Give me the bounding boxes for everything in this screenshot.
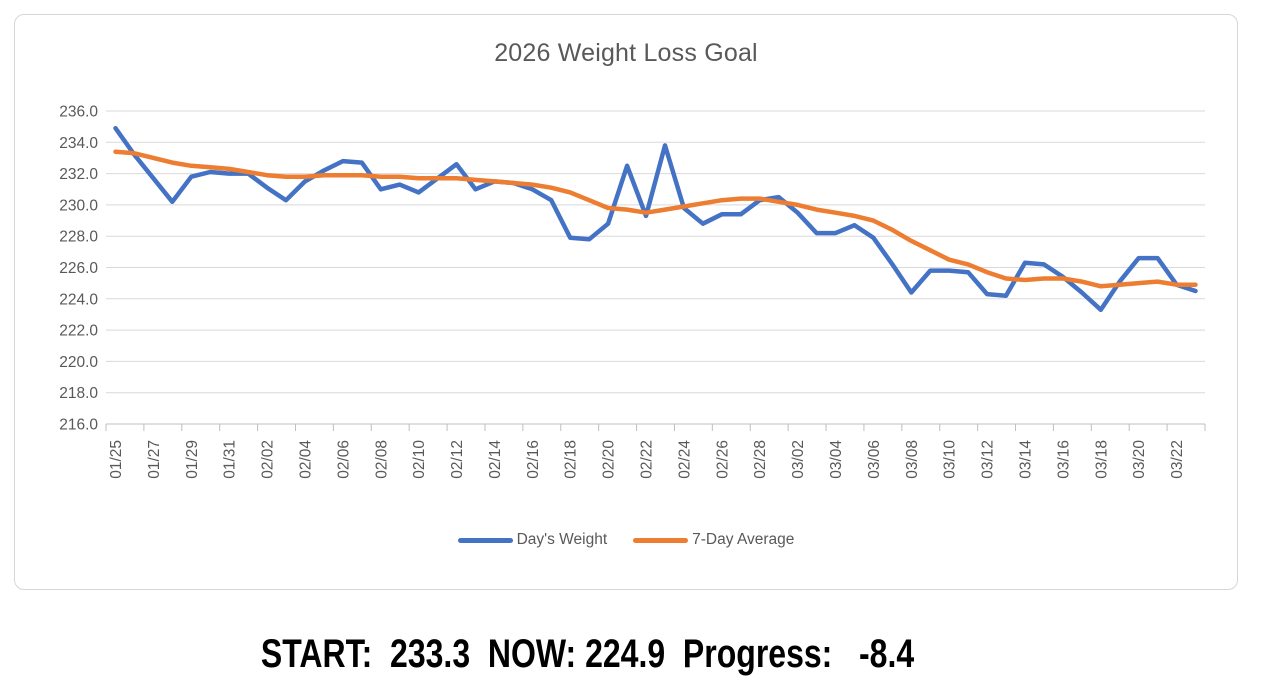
x-axis-tick-label: 03/02 [790, 440, 807, 479]
x-axis-tick-label: 03/10 [942, 440, 959, 479]
chart-plot: 236.0 234.0 232.0 230.0 228.0 226.0 224.0 222.0… [59, 104, 1206, 479]
y-axis-tick-label: 216.0 [59, 417, 98, 434]
y-axis-tick-label: 222.0 [59, 323, 98, 340]
x-axis-tick-label: 02/28 [752, 440, 769, 479]
y-axis-tick-label: 224.0 [59, 291, 98, 308]
y-axis-tick-label: 234.0 [59, 135, 98, 152]
x-axis-tick-label: 01/31 [222, 440, 239, 479]
x-axis-tick-label: 03/08 [904, 440, 921, 479]
x-axis-tick-label: 03/14 [1018, 440, 1035, 479]
y-axis-tick-label: 226.0 [59, 260, 98, 277]
x-axis-tick-label: 03/20 [1131, 440, 1148, 479]
status-line: START: 233.3 NOW: 224.9 Progress: -8.4 [260, 632, 915, 676]
x-axis-tick-label: 03/04 [828, 440, 845, 479]
y-axis-tick-label: 218.0 [59, 385, 98, 402]
x-axis-tick-label: 02/22 [639, 440, 656, 479]
y-axis-tick-label: 232.0 [59, 166, 98, 183]
x-axis-tick-label: 02/14 [487, 440, 504, 479]
x-axis-tick-label: 02/06 [335, 440, 352, 479]
legend-label-7-day-average: 7-Day Average [692, 531, 795, 548]
x-axis-tick-label: 02/18 [563, 440, 580, 479]
x-axis-tick-label: 03/12 [980, 440, 997, 479]
x-axis-tick-label: 02/12 [449, 440, 466, 479]
x-axis-tick-label: 02/24 [676, 440, 693, 479]
y-axis-tick-label: 220.0 [59, 354, 98, 371]
x-axis-tick-label: 01/27 [146, 440, 163, 479]
legend: Day's Weight 7-Day Average [15, 531, 1237, 549]
x-axis-tick-label: 02/08 [373, 440, 390, 479]
series-line-day-s-weight [113, 125, 1198, 313]
legend-item-7-day-average: 7-Day Average [633, 531, 794, 549]
x-axis-tick-label: 03/18 [1093, 440, 1110, 479]
chart-title: 2026 Weight Loss Goal [494, 39, 758, 67]
x-axis-tick-label: 01/25 [108, 440, 125, 479]
x-axis-tick-label: 02/10 [411, 440, 428, 479]
y-axis-tick-label: 228.0 [59, 229, 98, 246]
x-axis-tick-label: 02/20 [601, 440, 618, 479]
legend-label-days-weight: Day's Weight [516, 531, 608, 548]
chart-frame: 236.0 234.0 232.0 230.0 228.0 226.0 224.0 222.0… [14, 14, 1238, 590]
legend-swatch-days-weight [457, 537, 513, 543]
legend-swatch-7-day-average [633, 537, 689, 543]
series-line-7-day-average [113, 149, 1198, 289]
y-axis-tick-label: 236.0 [59, 104, 98, 121]
x-axis-tick-label: 02/04 [298, 440, 315, 479]
x-axis-tick-label: 03/06 [866, 440, 883, 479]
y-axis-tick-label: 230.0 [59, 197, 98, 214]
x-axis-tick-label: 03/16 [1055, 440, 1072, 479]
x-axis-tick-label: 02/02 [260, 440, 277, 479]
x-axis-tick-label: 01/29 [184, 440, 201, 479]
x-axis-tick-label: 02/16 [525, 440, 542, 479]
x-axis-tick-label: 03/22 [1169, 440, 1186, 479]
legend-item-days-weight: Day's Weight [457, 531, 608, 549]
x-axis-tick-label: 02/26 [714, 440, 731, 479]
